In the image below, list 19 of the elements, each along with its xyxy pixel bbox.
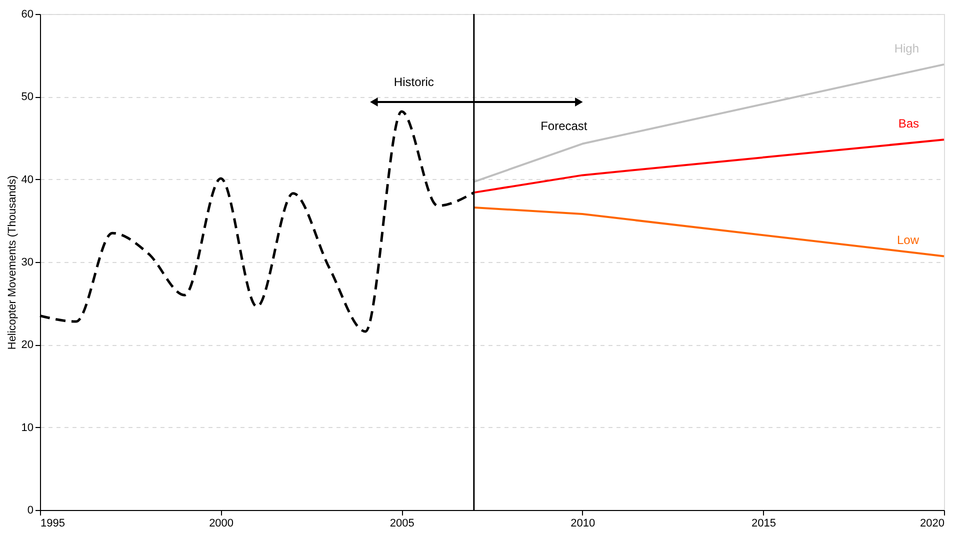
y-tick-label: 30	[21, 256, 34, 268]
series-label: Bas	[898, 116, 919, 131]
x-tick-label: 1995	[40, 518, 65, 530]
y-tick-label: 50	[21, 91, 34, 104]
series-label: Low	[896, 233, 920, 248]
x-tick-label: 2000	[209, 518, 234, 530]
series-label: High	[894, 41, 919, 56]
y-tick-label: 60	[21, 8, 34, 20]
y-tick-label: 10	[21, 422, 34, 434]
y-tick-label: 0	[27, 504, 34, 516]
y-axis-title: Helicopter Movements (Thousands)	[6, 175, 18, 350]
y-tick-label: 20	[21, 339, 34, 352]
x-tick-label: 2020	[920, 518, 944, 530]
x-tick-label: 2010	[570, 518, 596, 530]
x-tick-label: 2005	[390, 518, 414, 530]
annotation: Historic	[394, 75, 434, 89]
x-tick-label: 2015	[751, 518, 776, 530]
annotation: Forecast	[540, 119, 588, 133]
y-tick-label: 40	[21, 174, 34, 186]
